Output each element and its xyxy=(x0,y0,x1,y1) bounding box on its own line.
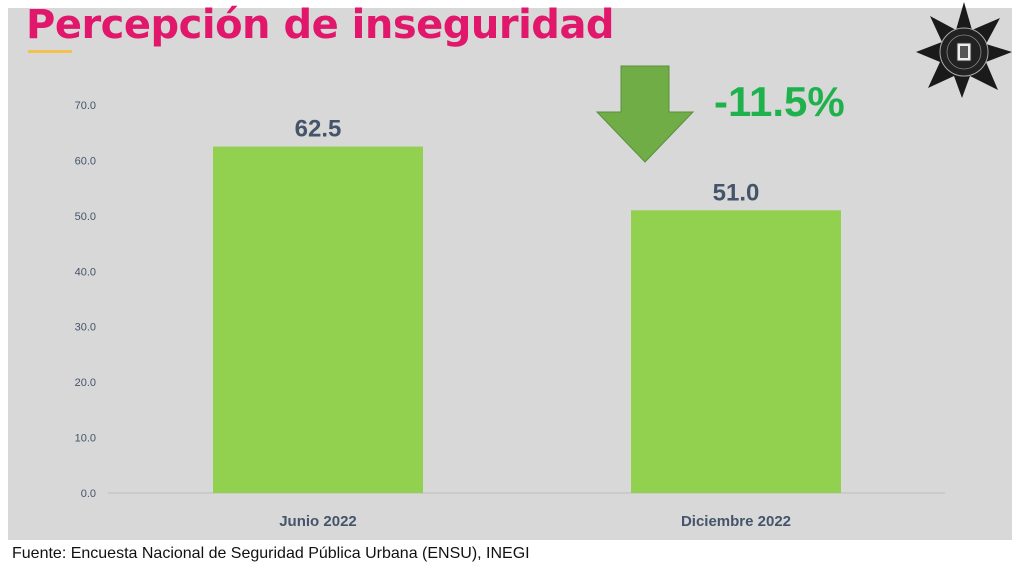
page-title: Percepción de inseguridad xyxy=(26,2,615,48)
slide-background xyxy=(8,8,1012,540)
data-label: 51.0 xyxy=(713,179,760,206)
y-tick-label: 30.0 xyxy=(75,322,96,334)
y-tick-label: 20.0 xyxy=(75,377,96,389)
change-percentage: -11.5% xyxy=(714,78,845,125)
y-tick-label: 10.0 xyxy=(75,433,96,445)
bar xyxy=(213,146,423,494)
y-tick-label: 40.0 xyxy=(75,266,96,278)
source-note: Fuente: Encuesta Nacional de Seguridad P… xyxy=(12,545,530,562)
y-tick-label: 70.0 xyxy=(75,100,96,112)
y-tick-label: 60.0 xyxy=(75,155,96,167)
x-category-label: Junio 2022 xyxy=(279,513,357,530)
x-category-label: Diciembre 2022 xyxy=(681,513,791,530)
y-tick-label: 50.0 xyxy=(75,211,96,223)
title-underline xyxy=(28,50,72,53)
police-badge-icon xyxy=(916,2,1012,98)
bar xyxy=(631,210,841,494)
arrow-down-icon xyxy=(595,65,695,163)
data-label: 62.5 xyxy=(295,116,342,143)
y-tick-label: 0.0 xyxy=(81,488,96,500)
